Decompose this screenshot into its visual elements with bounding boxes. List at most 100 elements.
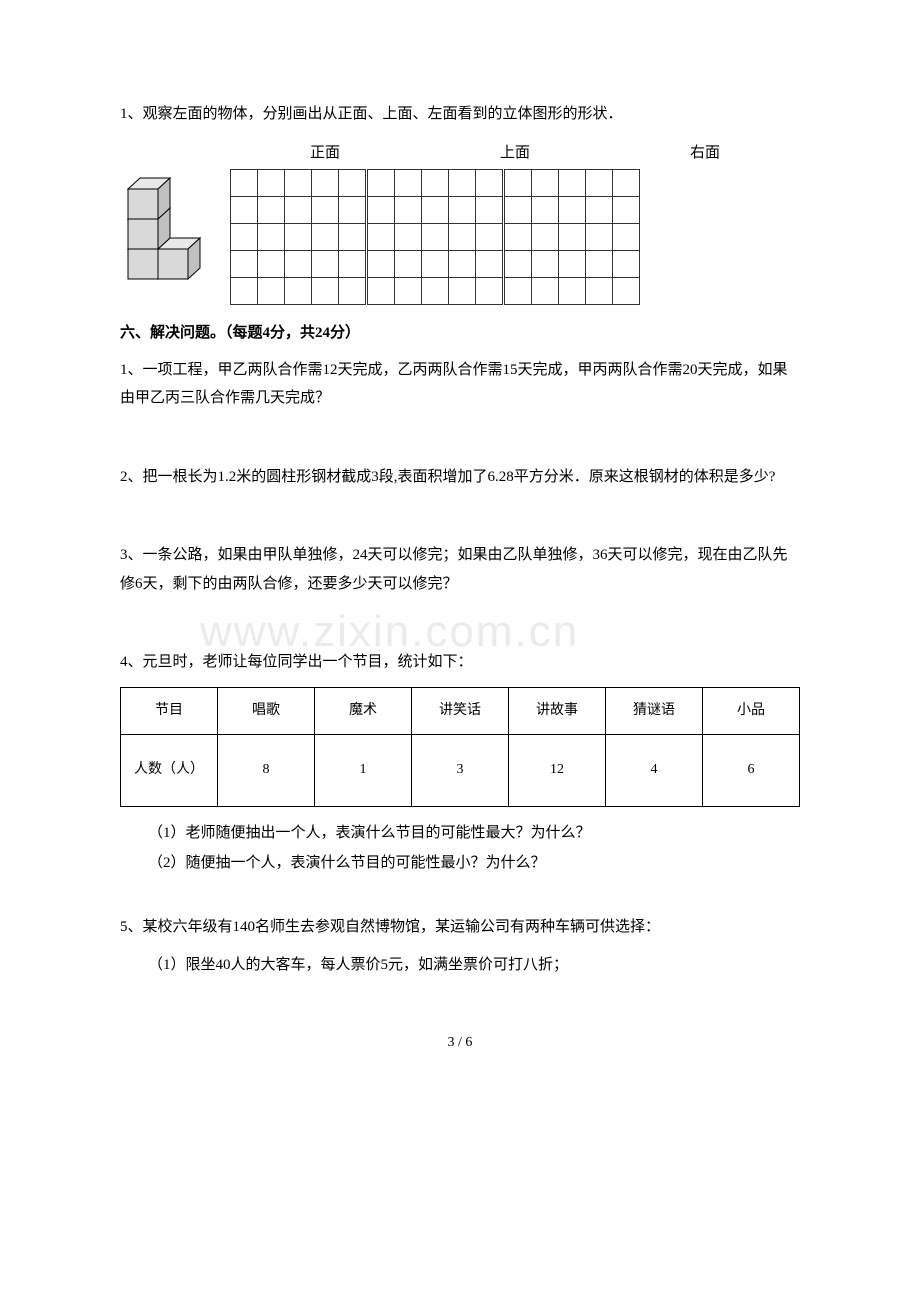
view-label-front: 正面 bbox=[230, 139, 420, 168]
grid-section: 正面 上面 右面 bbox=[230, 139, 800, 305]
grid-cell bbox=[531, 169, 559, 197]
grid-cell bbox=[257, 196, 285, 224]
grid-cell bbox=[475, 223, 503, 251]
grid-cell bbox=[612, 223, 640, 251]
grid-cell bbox=[230, 196, 258, 224]
views-row: 正面 上面 右面 bbox=[120, 139, 800, 305]
view-labels: 正面 上面 右面 bbox=[230, 139, 800, 168]
grid-block-right bbox=[504, 169, 639, 304]
section-heading: 六、解决问题。（每题4分，共24分） bbox=[120, 319, 800, 348]
grid-cell bbox=[504, 250, 532, 278]
table-data-cell: 8 bbox=[218, 735, 315, 807]
grid-cell bbox=[475, 250, 503, 278]
table-data-cell: 6 bbox=[703, 735, 800, 807]
table-header-cell: 讲笑话 bbox=[412, 687, 509, 735]
grid-cell bbox=[311, 277, 339, 305]
grid-cell bbox=[558, 277, 586, 305]
problem-3: 3、一条公路，如果由甲队单独修，24天可以修完；如果由乙队单独修，36天可以修完… bbox=[120, 541, 800, 598]
grid-container bbox=[230, 169, 800, 304]
grid-cell bbox=[311, 196, 339, 224]
grid-cell bbox=[257, 277, 285, 305]
grid-cell bbox=[394, 223, 422, 251]
grid-cell bbox=[504, 196, 532, 224]
table-data-cell: 3 bbox=[412, 735, 509, 807]
table-row: 人数（人） 8 1 3 12 4 6 bbox=[121, 735, 800, 807]
grid-cell bbox=[311, 250, 339, 278]
grid-cell bbox=[421, 169, 449, 197]
grid-cell bbox=[585, 196, 613, 224]
grid-cell bbox=[421, 277, 449, 305]
grid-cell bbox=[558, 169, 586, 197]
grid-cell bbox=[585, 277, 613, 305]
table-row: 节目 唱歌 魔术 讲笑话 讲故事 猜谜语 小品 bbox=[121, 687, 800, 735]
grid-cell bbox=[504, 169, 532, 197]
page-number: 3 / 6 bbox=[120, 1030, 800, 1057]
grid-cell bbox=[612, 169, 640, 197]
problem-5-intro: 5、某校六年级有140名师生去参观自然博物馆，某运输公司有两种车辆可供选择： bbox=[120, 913, 800, 942]
grid-cell bbox=[338, 223, 366, 251]
grid-cell bbox=[585, 223, 613, 251]
problem-4-sub1: （1）老师随便抽出一个人，表演什么节目的可能性最大？为什么？ bbox=[120, 819, 800, 848]
grid-cell bbox=[504, 223, 532, 251]
grid-block-top bbox=[367, 169, 502, 304]
table-rowlabel-cell: 人数（人） bbox=[121, 735, 218, 807]
grid-cell bbox=[284, 196, 312, 224]
grid-cell bbox=[338, 277, 366, 305]
grid-cell bbox=[612, 250, 640, 278]
grid-cell bbox=[531, 196, 559, 224]
problem-4-intro: 4、元旦时，老师让每位同学出一个节目，统计如下： bbox=[120, 648, 800, 677]
grid-cell bbox=[311, 223, 339, 251]
grid-cell bbox=[448, 277, 476, 305]
grid-block-front bbox=[230, 169, 365, 304]
grid-cell bbox=[257, 169, 285, 197]
grid-cell bbox=[230, 250, 258, 278]
grid-cell bbox=[585, 169, 613, 197]
table-header-cell: 小品 bbox=[703, 687, 800, 735]
table-data-cell: 4 bbox=[606, 735, 703, 807]
grid-cell bbox=[612, 277, 640, 305]
view-label-right: 右面 bbox=[610, 139, 800, 168]
grid-cell bbox=[367, 277, 395, 305]
grid-cell bbox=[257, 250, 285, 278]
grid-cell bbox=[367, 250, 395, 278]
grid-cell bbox=[475, 169, 503, 197]
grid-cell bbox=[448, 250, 476, 278]
problem-1: 1、一项工程，甲乙两队合作需12天完成，乙丙两队合作需15天完成，甲丙两队合作需… bbox=[120, 356, 800, 413]
grid-cell bbox=[338, 169, 366, 197]
grid-cell bbox=[394, 196, 422, 224]
grid-cell bbox=[394, 169, 422, 197]
cube-figure bbox=[120, 174, 215, 305]
q1-text: 1、观察左面的物体，分别画出从正面、上面、左面看到的立体图形的形状． bbox=[120, 100, 800, 129]
grid-cell bbox=[284, 250, 312, 278]
grid-cell bbox=[448, 223, 476, 251]
problem-5-sub1: （1）限坐40人的大客车，每人票价5元，如满坐票价可打八折； bbox=[120, 951, 800, 980]
grid-cell bbox=[367, 223, 395, 251]
grid-cell bbox=[558, 196, 586, 224]
grid-cell bbox=[448, 169, 476, 197]
grid-cell bbox=[257, 223, 285, 251]
table-header-cell: 唱歌 bbox=[218, 687, 315, 735]
performance-table: 节目 唱歌 魔术 讲笑话 讲故事 猜谜语 小品 人数（人） 8 1 3 12 4… bbox=[120, 687, 800, 807]
table-data-cell: 1 bbox=[315, 735, 412, 807]
table-data-cell: 12 bbox=[509, 735, 606, 807]
grid-cell bbox=[612, 196, 640, 224]
problem-2: 2、把一根长为1.2米的圆柱形钢材截成3段,表面积增加了6.28平方分米．原来这… bbox=[120, 463, 800, 492]
grid-cell bbox=[448, 196, 476, 224]
grid-cell bbox=[531, 250, 559, 278]
grid-cell bbox=[475, 277, 503, 305]
grid-cell bbox=[230, 169, 258, 197]
grid-cell bbox=[367, 196, 395, 224]
grid-cell bbox=[421, 223, 449, 251]
grid-cell bbox=[284, 169, 312, 197]
grid-cell bbox=[394, 277, 422, 305]
grid-cell bbox=[394, 250, 422, 278]
grid-cell bbox=[504, 277, 532, 305]
grid-cell bbox=[367, 169, 395, 197]
grid-cell bbox=[338, 196, 366, 224]
grid-cell bbox=[284, 223, 312, 251]
grid-cell bbox=[558, 223, 586, 251]
grid-cell bbox=[531, 277, 559, 305]
grid-cell bbox=[311, 169, 339, 197]
grid-cell bbox=[475, 196, 503, 224]
table-header-cell: 节目 bbox=[121, 687, 218, 735]
